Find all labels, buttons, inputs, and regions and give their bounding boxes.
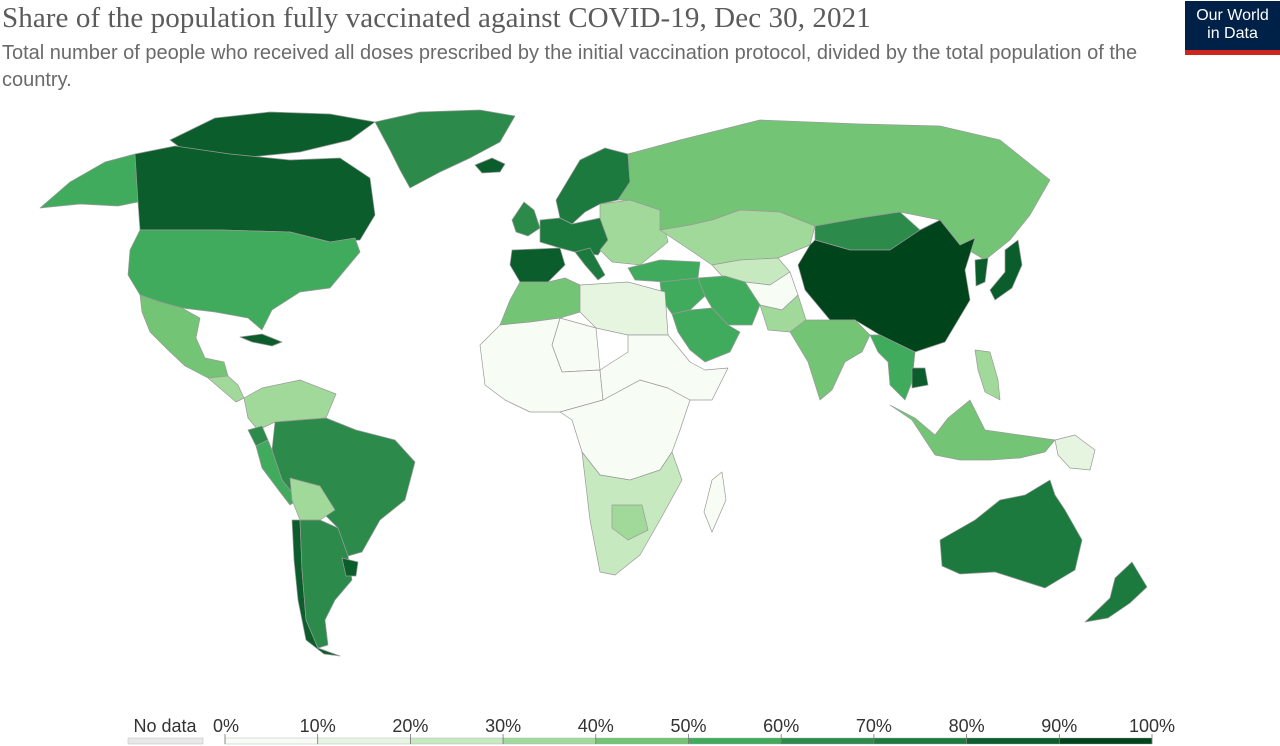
- legend-swatch-no-data: [127, 737, 204, 745]
- legend-tick-label-8: 80%: [949, 716, 985, 736]
- legend-tick-label-3: 30%: [485, 716, 521, 736]
- legend-swatch-5: [595, 737, 689, 745]
- region-philippines[interactable]: [974, 349, 1001, 401]
- chart-title: Share of the population fully vaccinated…: [2, 2, 871, 34]
- region-southeast-asia[interactable]: [869, 334, 916, 401]
- legend-tick-label-9: 90%: [1041, 716, 1077, 736]
- legend-swatch-8: [873, 737, 967, 745]
- region-korea[interactable]: [974, 257, 989, 287]
- color-legend: No data 0% 10% 20% 30% 40% 50% 60% 70% 80% 90% 100%: [127, 716, 1175, 745]
- region-saudi-arabia[interactable]: [671, 307, 741, 363]
- region-argentina[interactable]: [299, 519, 353, 649]
- owid-logo[interactable]: Our World in Data: [1185, 1, 1280, 55]
- region-madagascar[interactable]: [703, 471, 727, 533]
- region-eastern-europe[interactable]: [599, 199, 669, 266]
- region-east-africa[interactable]: [599, 334, 729, 401]
- region-italy[interactable]: [574, 247, 606, 281]
- region-kazakhstan[interactable]: [659, 209, 816, 266]
- legend-swatch-10: [1059, 737, 1153, 745]
- region-botswana[interactable]: [611, 504, 649, 541]
- legend-label-no-data: No data: [133, 716, 197, 736]
- region-cambodia[interactable]: [911, 367, 929, 389]
- legend-tick-label-4: 40%: [578, 716, 614, 736]
- region-uruguay[interactable]: [341, 557, 359, 577]
- region-canada[interactable]: [134, 145, 376, 243]
- region-morocco-algeria[interactable]: [499, 277, 581, 326]
- legend-swatch-2: [317, 737, 411, 745]
- legend-tick-label-5: 50%: [670, 716, 706, 736]
- region-cuba[interactable]: [239, 333, 283, 347]
- logo-line-2: in Data: [1207, 25, 1258, 42]
- logo-stripe: [1185, 50, 1280, 55]
- region-iran[interactable]: [697, 275, 761, 326]
- legend-tick-label-1: 10%: [300, 716, 336, 736]
- region-mexico[interactable]: [139, 294, 229, 379]
- region-iceland[interactable]: [474, 157, 506, 174]
- legend-tick-label-0: 0%: [213, 716, 239, 736]
- legend-swatch-4: [502, 737, 597, 745]
- legend-tick-label-2: 20%: [392, 716, 428, 736]
- chart-subtitle: Total number of people who received all …: [2, 42, 1138, 91]
- region-japan[interactable]: [989, 239, 1023, 301]
- logo-line-1: Our World: [1196, 7, 1269, 24]
- region-png[interactable]: [1054, 434, 1096, 471]
- legend-swatch-9: [966, 737, 1060, 745]
- region-uk[interactable]: [511, 201, 541, 237]
- world-map[interactable]: [0, 100, 1280, 670]
- legend-swatch-1: [224, 737, 318, 745]
- legend-swatch-3: [410, 737, 504, 745]
- region-india[interactable]: [789, 319, 871, 401]
- region-indonesia[interactable]: [889, 399, 1056, 461]
- region-alaska[interactable]: [39, 153, 141, 209]
- region-china[interactable]: [797, 219, 976, 353]
- legend-swatch-6: [688, 737, 782, 745]
- region-middle-east[interactable]: [659, 277, 706, 315]
- region-spain-portugal[interactable]: [509, 247, 566, 283]
- region-australia[interactable]: [939, 479, 1083, 589]
- legend-tick-label-6: 60%: [763, 716, 799, 736]
- legend-tick-label-7: 70%: [856, 716, 892, 736]
- region-new-zealand[interactable]: [1084, 561, 1148, 623]
- region-greenland[interactable]: [374, 109, 516, 189]
- legend-swatch-7: [781, 737, 875, 745]
- region-central-america[interactable]: [207, 375, 245, 403]
- legend-tick-label-10: 100%: [1129, 716, 1175, 736]
